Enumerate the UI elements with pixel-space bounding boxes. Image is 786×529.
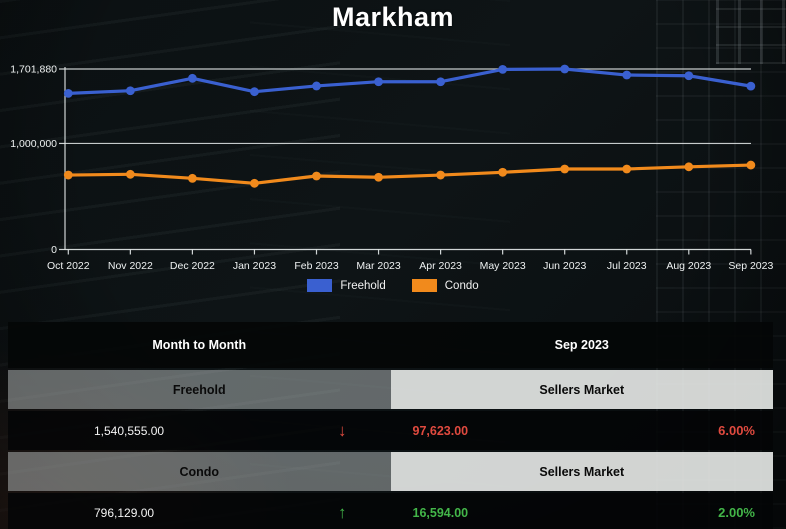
svg-text:Oct 2022: Oct 2022: [47, 260, 90, 272]
market-summary-table: Month to Month Sep 2023 Freehold Sellers…: [8, 322, 773, 529]
svg-text:Mar 2023: Mar 2023: [356, 260, 401, 272]
svg-text:1,000,000: 1,000,000: [10, 138, 57, 150]
up-arrow-icon: ↑: [338, 503, 347, 522]
freehold-change-amount: 97,623.00: [412, 423, 469, 438]
svg-text:Dec 2022: Dec 2022: [170, 260, 215, 272]
svg-text:Jul 2023: Jul 2023: [607, 260, 647, 272]
header-month-to-month: Month to Month: [152, 338, 247, 352]
freehold-swatch-icon: [307, 279, 333, 292]
svg-text:Sep 2023: Sep 2023: [728, 260, 773, 272]
price-trend-line-chart: 0 1,000,000 1,701,880 Oct 2022 Nov 2022 Dec 2…: [10, 64, 773, 273]
freehold-type-label: Freehold: [8, 370, 391, 409]
condo-value-row: 796,129.00 ↑ 16,594.00 2.00%: [8, 493, 773, 529]
legend-label: Condo: [444, 279, 479, 292]
svg-text:0: 0: [51, 244, 57, 256]
condo-swatch-icon: [411, 279, 437, 292]
svg-text:Nov 2022: Nov 2022: [108, 260, 153, 272]
svg-text:May 2023: May 2023: [480, 260, 526, 272]
condo-market-status: Sellers Market: [390, 452, 773, 491]
svg-text:Jan 2023: Jan 2023: [233, 260, 276, 272]
svg-text:Aug 2023: Aug 2023: [666, 260, 711, 272]
freehold-label-row: Freehold Sellers Market: [8, 370, 773, 409]
down-arrow-icon: ↓: [338, 421, 347, 440]
legend-item-freehold[interactable]: Freehold: [307, 279, 386, 292]
svg-text:1,701,880: 1,701,880: [10, 64, 57, 76]
condo-type-label: Condo: [8, 452, 391, 491]
condo-change-percent: 2.00%: [718, 505, 755, 520]
svg-text:Jun 2023: Jun 2023: [543, 260, 586, 272]
legend-label: Freehold: [340, 279, 386, 292]
condo-average-price: 796,129.00: [94, 505, 155, 520]
page-title: Markham: [331, 2, 455, 32]
svg-text:Feb 2023: Feb 2023: [294, 260, 339, 272]
condo-label-row: Condo Sellers Market: [8, 452, 773, 491]
freehold-value-row: 1,540,555.00 ↓ 97,623.00 6.00%: [8, 411, 773, 450]
freehold-change-percent: 6.00%: [718, 423, 755, 438]
header-current-month: Sep 2023: [554, 338, 609, 352]
table-header-row: Month to Month Sep 2023: [8, 322, 773, 368]
legend-item-condo[interactable]: Condo: [411, 279, 479, 292]
svg-text:Apr 2023: Apr 2023: [419, 260, 462, 272]
freehold-market-status: Sellers Market: [390, 370, 773, 409]
chart-legend: Freehold Condo: [0, 279, 786, 292]
condo-change-amount: 16,594.00: [412, 505, 469, 520]
freehold-average-price: 1,540,555.00: [94, 423, 165, 438]
